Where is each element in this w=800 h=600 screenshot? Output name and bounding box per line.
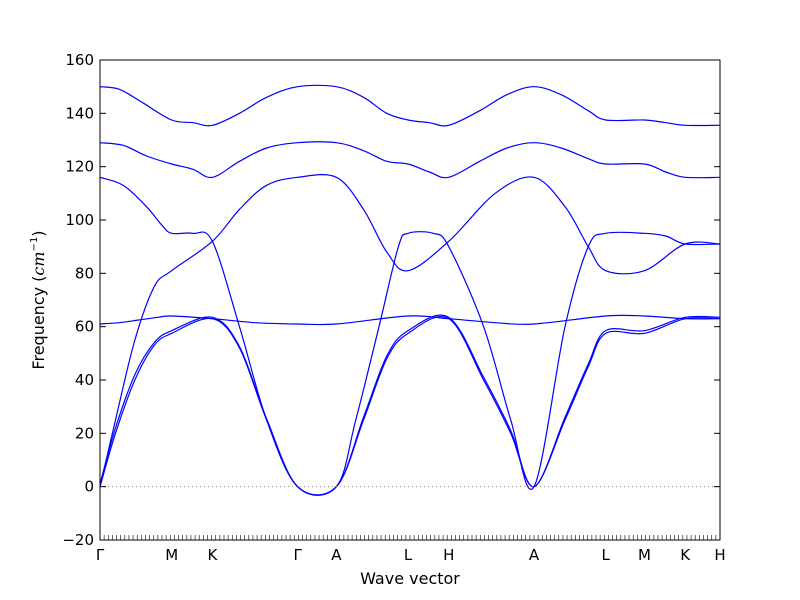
plot-background	[100, 60, 720, 540]
plot-frame	[99, 59, 721, 541]
x-tick-label-5: L	[404, 546, 413, 564]
x-tick-label-8: L	[602, 546, 611, 564]
y-tick-label-2: 20	[75, 424, 94, 442]
y-axis-ticks: −20 0 20 40 60 80 100 120 140 160	[62, 51, 720, 549]
x-tick-label-9: M	[638, 546, 651, 564]
x-axis-label: Wave vector	[360, 569, 460, 588]
x-tick-label-4: A	[331, 546, 342, 564]
y-tick-label-9: 160	[65, 51, 94, 69]
band-line-3	[99, 314, 721, 326]
band-line-2	[99, 314, 721, 496]
x-tick-label-1: M	[165, 546, 178, 564]
band-line-5	[99, 176, 721, 496]
y-tick-label-7: 120	[65, 158, 94, 176]
x-tick-label-11: H	[714, 546, 725, 564]
x-tick-label-2: K	[207, 546, 218, 564]
y-tick-label-8: 140	[65, 104, 94, 122]
y-tick-label-3: 40	[75, 371, 94, 389]
y-tick-label-6: 100	[65, 211, 94, 229]
band-line-1	[99, 316, 721, 496]
y-tick-label-4: 60	[75, 318, 94, 336]
y-tick-label-1: 0	[84, 478, 94, 496]
band-line-6	[99, 141, 721, 179]
x-tick-label-10: K	[680, 546, 691, 564]
x-tick-label-7: A	[529, 546, 540, 564]
y-tick-label-0: −20	[62, 531, 94, 549]
x-tick-label-3: Γ	[293, 546, 302, 564]
band-line-4	[99, 174, 721, 487]
x-tick-label-0: Γ	[96, 546, 105, 564]
y-axis-label: Frequency (cm−1)	[29, 230, 48, 369]
y-tick-label-5: 80	[75, 264, 94, 282]
band-line-7	[99, 84, 721, 127]
band-lines	[99, 84, 721, 496]
x-tick-label-6: H	[443, 546, 454, 564]
